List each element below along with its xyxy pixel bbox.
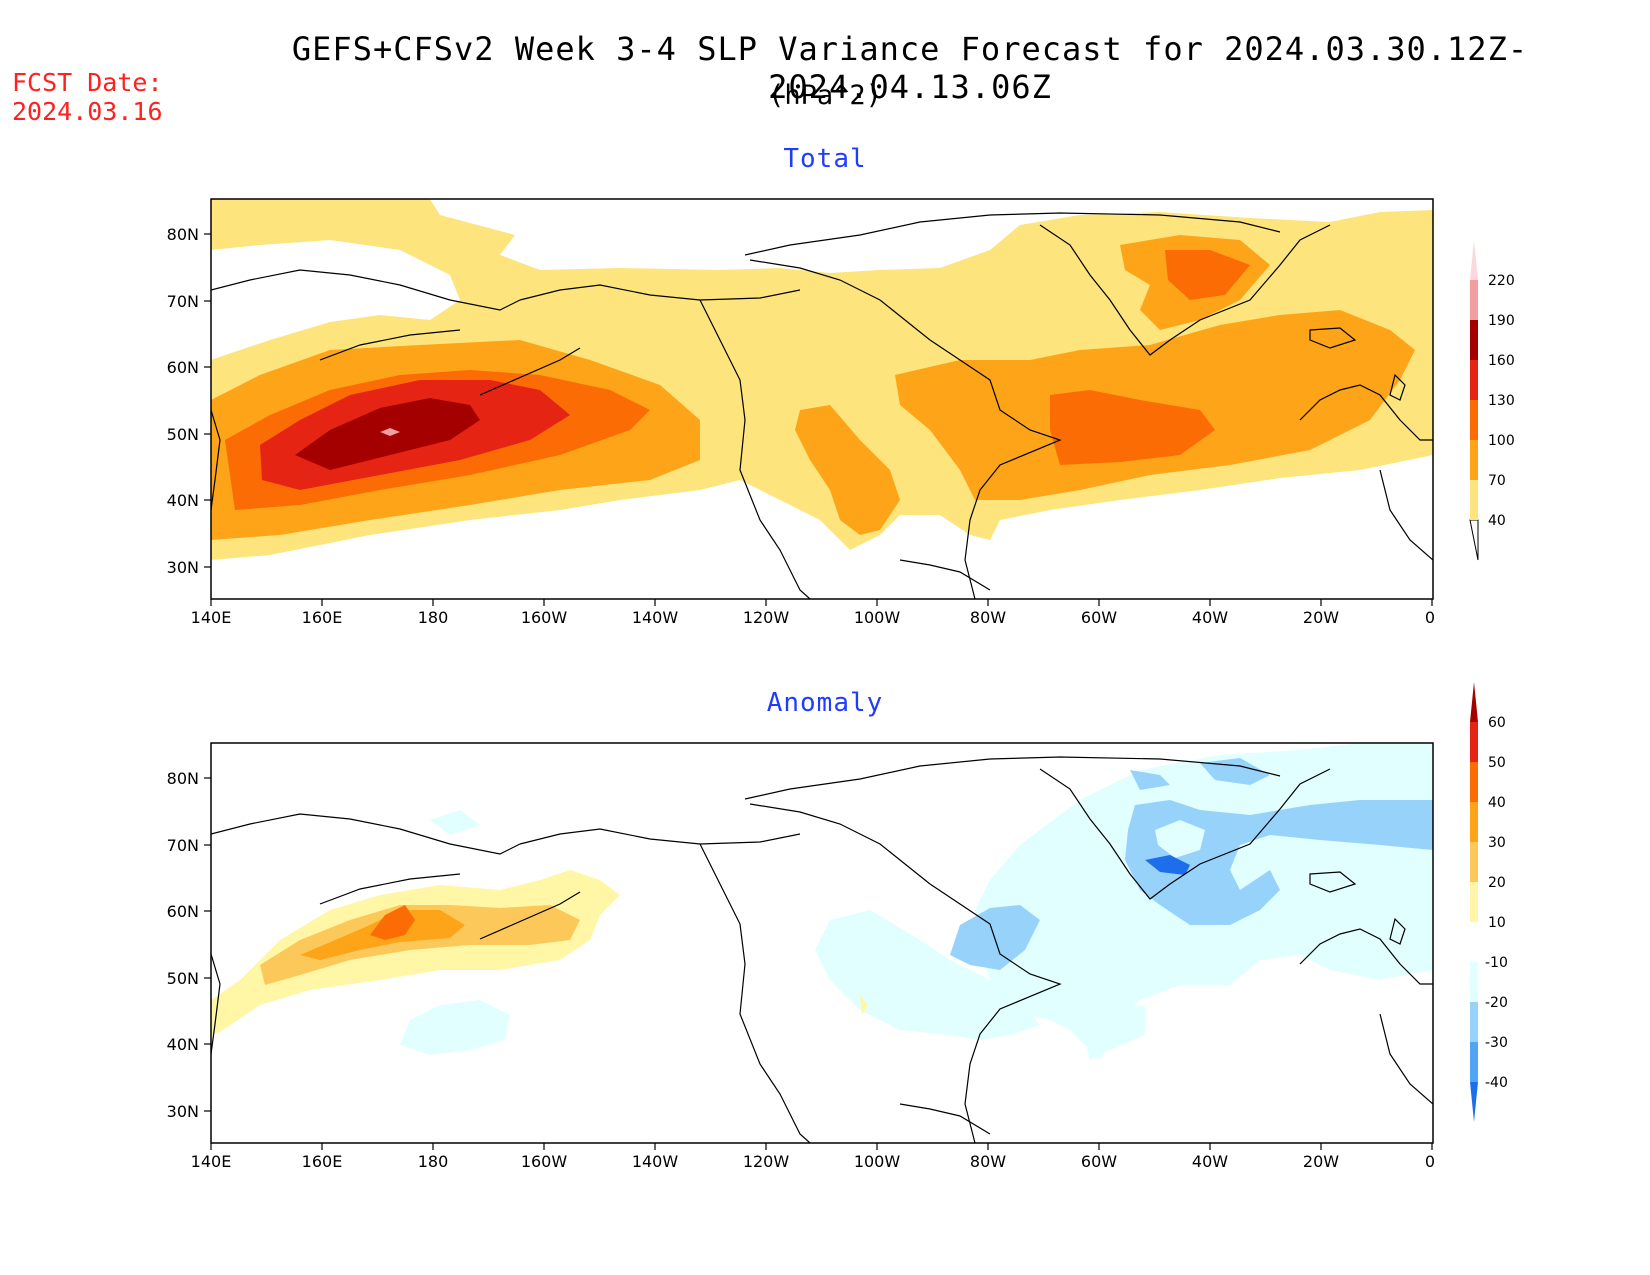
total-cbar-100-130 — [1470, 400, 1478, 440]
total-cbar-40-70 — [1470, 480, 1478, 520]
forecast-date-block: FCST Date: 2024.03.16 — [12, 68, 163, 126]
anomaly-cbar-label-50: 50 — [1488, 755, 1506, 771]
anomaly-cbar-neutral — [1470, 922, 1478, 962]
forecast-date-value: 2024.03.16 — [12, 97, 163, 126]
anomaly-xtick-20w: 20W — [1303, 1152, 1339, 1171]
anomaly-cbar-neg20-neg30 — [1470, 1002, 1478, 1042]
total-cbar-190-220 — [1470, 280, 1478, 320]
anomaly-xtick-120w: 120W — [743, 1152, 790, 1171]
total-xtick-160e: 160E — [302, 608, 343, 627]
total-xtick-0: 0 — [1425, 608, 1435, 627]
anomaly-ytick-70n: 70N — [167, 836, 199, 855]
total-cbar-label-40: 40 — [1488, 513, 1506, 529]
anomaly-cbar-label-30: 30 — [1488, 835, 1506, 851]
total-coastlines — [211, 212, 1433, 599]
total-ytick-30n: 30N — [167, 558, 199, 577]
total-xtick-100w: 100W — [854, 608, 901, 627]
total-ytick-50n: 50N — [167, 425, 199, 444]
total-frame — [210, 198, 1434, 600]
anomaly-map: 140E 160E 180 160W 140W 120W 100W 80W 60… — [167, 682, 1508, 1171]
anomaly-cbar-below-neg40 — [1470, 1082, 1478, 1122]
forecast-date-label: FCST Date: — [12, 68, 163, 97]
anomaly-coastlines — [211, 756, 1433, 1143]
anomaly-cbar-40-50 — [1470, 762, 1478, 802]
anomaly-cbar-label-neg30: -30 — [1485, 1035, 1508, 1051]
total-xtick-140w: 140W — [632, 608, 679, 627]
anomaly-xtick-0: 0 — [1425, 1152, 1435, 1171]
anomaly-cbar-30-40 — [1470, 802, 1478, 842]
total-panel-title: Total — [783, 144, 867, 174]
anomaly-xtick-140e: 140E — [191, 1152, 232, 1171]
total-cbar-70-100 — [1470, 440, 1478, 480]
anomaly-ticks — [204, 777, 1433, 1150]
total-ytick-80n: 80N — [167, 225, 199, 244]
anomaly-cbar-20-30 — [1470, 842, 1478, 882]
anomaly-ytick-60n: 60N — [167, 902, 199, 921]
total-cbar-label-190: 190 — [1488, 313, 1515, 329]
anomaly-cbar-neg30-neg40 — [1470, 1042, 1478, 1082]
total-colorbar — [1469, 240, 1479, 561]
total-ytick-70n: 70N — [167, 292, 199, 311]
total-ticks — [204, 233, 1433, 606]
total-cbar-label-160: 160 — [1488, 353, 1515, 369]
anomaly-xtick-160e: 160E — [302, 1152, 343, 1171]
anomaly-cbar-neg10-neg20 — [1470, 962, 1478, 1002]
anomaly-xtick-80w: 80W — [970, 1152, 1006, 1171]
anomaly-xtick-180: 180 — [418, 1152, 449, 1171]
anomaly-xtick-40w: 40W — [1192, 1152, 1228, 1171]
total-xtick-40w: 40W — [1192, 608, 1228, 627]
total-cbar-label-100: 100 — [1488, 433, 1515, 449]
anomaly-xtick-140w: 140W — [632, 1152, 679, 1171]
total-xtick-120w: 120W — [743, 608, 790, 627]
anomaly-cbar-50-60 — [1470, 722, 1478, 762]
anomaly-cbar-label-60: 60 — [1488, 715, 1506, 731]
total-cbar-label-130: 130 — [1488, 393, 1515, 409]
page-title: GEFS+CFSv2 Week 3-4 SLP Variance Forecas… — [291, 30, 1529, 106]
anomaly-cbar-above-60 — [1470, 682, 1478, 722]
anomaly-xtick-100w: 100W — [854, 1152, 901, 1171]
total-xtick-20w: 20W — [1303, 608, 1339, 627]
anomaly-ytick-30n: 30N — [167, 1102, 199, 1121]
total-xtick-80w: 80W — [970, 608, 1006, 627]
total-cbar-above-220 — [1470, 240, 1478, 280]
total-cbar-160-190 — [1470, 320, 1478, 360]
total-xtick-140e: 140E — [191, 608, 232, 627]
anomaly-cbar-label-neg10: -10 — [1485, 955, 1508, 971]
total-xtick-160w: 160W — [521, 608, 568, 627]
total-map: 140E 160E 180 160W 140W 120W 100W 80W 60… — [167, 198, 1515, 627]
anomaly-ytick-50n: 50N — [167, 969, 199, 988]
anomaly-cbar-label-10: 10 — [1488, 915, 1506, 931]
units-label: (hPa^2) — [768, 80, 882, 111]
total-xtick-60w: 60W — [1081, 608, 1117, 627]
total-cbar-label-70: 70 — [1488, 473, 1506, 489]
anomaly-cbar-10-20 — [1470, 882, 1478, 922]
anomaly-xtick-60w: 60W — [1081, 1152, 1117, 1171]
anomaly-ytick-80n: 80N — [167, 769, 199, 788]
total-contours — [211, 199, 1433, 560]
anomaly-cbar-label-20: 20 — [1488, 875, 1506, 891]
anomaly-cbar-label-neg20: -20 — [1485, 995, 1508, 1011]
anomaly-cbar-label-40: 40 — [1488, 795, 1506, 811]
anomaly-xtick-160w: 160W — [521, 1152, 568, 1171]
anomaly-cbar-label-neg40: -40 — [1485, 1075, 1508, 1091]
total-ytick-60n: 60N — [167, 358, 199, 377]
total-xtick-180: 180 — [418, 608, 449, 627]
anomaly-contours — [211, 743, 1433, 1060]
total-ytick-40n: 40N — [167, 491, 199, 510]
anomaly-frame — [210, 742, 1434, 1144]
anomaly-panel-title: Anomaly — [766, 688, 884, 718]
total-cbar-label-220: 220 — [1488, 273, 1515, 289]
total-cbar-130-160 — [1470, 360, 1478, 400]
anomaly-ytick-40n: 40N — [167, 1035, 199, 1054]
anomaly-colorbar — [1470, 682, 1478, 1122]
